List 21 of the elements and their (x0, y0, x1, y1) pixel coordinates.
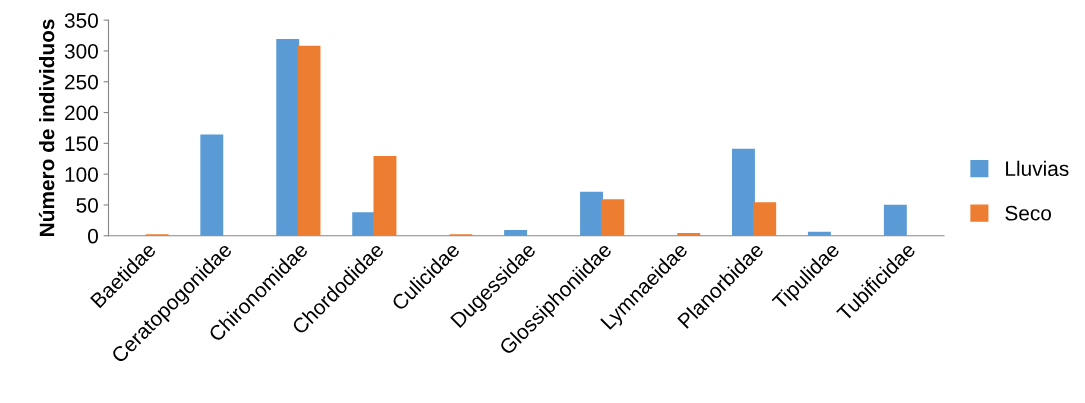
y-tick-label: 150 (65, 136, 98, 152)
y-tick-label: 50 (76, 197, 98, 213)
y-tick-label: 300 (64, 43, 98, 59)
bar (297, 45, 321, 236)
bar (200, 134, 224, 236)
bar (753, 202, 777, 236)
bar (601, 199, 625, 236)
y-tick-label: 0 (88, 228, 98, 244)
bar (352, 212, 376, 236)
bar (580, 191, 604, 236)
bar (276, 39, 300, 236)
y-tick-label: 250 (65, 74, 98, 90)
bar (731, 148, 755, 236)
legend-label: Seco (1005, 205, 1051, 221)
y-tick-label: 100 (65, 167, 98, 182)
y-axis-title: Número de individuos (38, 19, 55, 236)
y-tick-label: 200 (65, 105, 98, 121)
bar (373, 156, 397, 236)
legend-label: Lluvias (1006, 160, 1069, 177)
bar (883, 204, 907, 236)
y-tick-label: 350 (64, 13, 98, 28)
